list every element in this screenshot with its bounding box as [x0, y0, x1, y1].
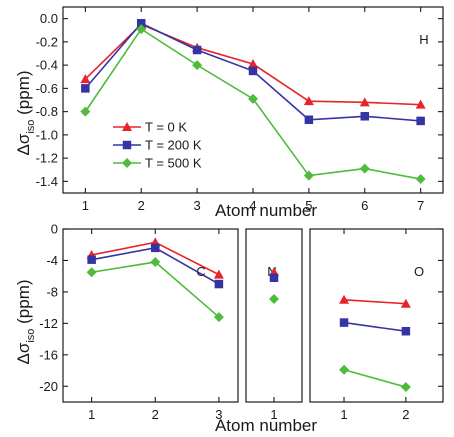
panel-n: 1N: [245, 228, 303, 422]
y-tick-label: -1.2: [36, 151, 58, 166]
y-tick-label: -0.8: [36, 104, 58, 119]
x-tick-label: 7: [417, 198, 424, 213]
series-line: [343, 321, 406, 333]
plot-frame: [245, 228, 303, 403]
plot-frame: [62, 228, 239, 403]
y-tick-label: -20: [39, 379, 58, 394]
legend-marker-triangle: [122, 122, 132, 131]
data-point-square: [339, 318, 349, 327]
data-point-square: [81, 84, 90, 93]
series-line: [84, 27, 421, 180]
plot-frame: [309, 228, 444, 403]
data-point-triangle: [339, 294, 350, 304]
data-point-square: [136, 19, 146, 28]
data-point-diamond: [150, 257, 161, 268]
data-point-square: [269, 273, 279, 283]
y-tick-label: -1.0: [36, 127, 58, 142]
data-point-diamond: [213, 312, 224, 323]
data-point-square: [214, 279, 224, 289]
y-tick-label: -12: [39, 316, 58, 331]
x-tick-label: 3: [194, 198, 201, 213]
series-line: [343, 368, 407, 388]
y-tick-label: -0.2: [36, 34, 58, 49]
data-point-diamond: [303, 170, 314, 181]
x-tick-label: 1: [340, 407, 347, 422]
data-point-square: [151, 243, 160, 253]
data-point-square: [87, 255, 96, 264]
bottom-y-axis-label-unit: (ppm): [14, 279, 33, 328]
data-point-square: [416, 116, 425, 126]
legend-label: T = 0 K: [145, 120, 187, 135]
x-tick-label: 2: [402, 407, 409, 422]
data-point-diamond: [136, 24, 147, 35]
data-point-triangle: [248, 58, 258, 68]
data-point-triangle: [213, 269, 224, 279]
top-y-axis-label: Δσiso (ppm): [14, 70, 37, 155]
y-tick-label: 0.0: [40, 11, 58, 26]
data-point-diamond: [359, 163, 370, 174]
y-tick-label: -16: [39, 347, 58, 362]
panel-label: H: [419, 32, 428, 47]
panel-c: 1 2 3 0 -4 -8 -12 -16 -20 C: [39, 222, 239, 422]
y-tick-label: -8: [46, 284, 58, 299]
data-point-square: [401, 326, 411, 336]
data-point-diamond: [269, 293, 279, 304]
panel-label: C: [196, 264, 205, 279]
data-point-triangle: [415, 99, 426, 109]
y-tick-label: -0.6: [36, 81, 58, 96]
y-tick-label: -0.4: [36, 58, 58, 73]
legend-label: T = 500 K: [145, 156, 202, 171]
top-y-axis-label-main: Δσ: [14, 133, 33, 155]
data-point-triangle: [80, 74, 91, 84]
data-point-diamond: [248, 93, 258, 104]
x-tick-label: 1: [82, 198, 89, 213]
data-point-triangle: [400, 298, 411, 308]
data-point-square: [304, 115, 314, 125]
series-line: [343, 298, 406, 305]
bottom-y-axis-label: Δσiso (ppm): [14, 279, 37, 364]
top-y-axis-label-sub: iso: [25, 120, 37, 134]
y-tick-label: -1.4: [36, 174, 58, 189]
x-tick-label: 1: [270, 407, 277, 422]
bottom-x-axis-label: Atom number: [215, 416, 317, 435]
panel-o: 1 2 O: [309, 228, 444, 422]
x-tick-label: 4: [249, 198, 256, 213]
legend-marker-diamond: [122, 158, 132, 168]
panel-h: 1 2 3 4 5 6 7 0.0 -0.2 -0.4 -0.6 -0.8 -1.0 -1.2 -1.4 H: [36, 6, 444, 213]
legend: T = 0 K T = 200 K T = 500 K: [113, 120, 202, 171]
data-point-diamond: [415, 174, 426, 185]
data-point-triangle: [359, 97, 370, 107]
top-y-axis-label-unit: (ppm): [14, 70, 33, 119]
data-point-square: [192, 45, 202, 55]
data-point-diamond: [400, 382, 411, 393]
data-point-diamond: [80, 106, 91, 117]
data-point-diamond: [192, 60, 203, 71]
x-tick-label: 6: [361, 198, 368, 213]
legend-label: T = 200 K: [145, 138, 202, 153]
x-tick-label: 2: [138, 198, 145, 213]
x-tick-label: 1: [88, 407, 95, 422]
x-tick-label: 3: [215, 407, 222, 422]
panel-label: O: [414, 264, 424, 279]
legend-marker-square: [122, 140, 132, 150]
bottom-y-axis-label-sub: iso: [25, 329, 37, 343]
x-tick-label: 5: [305, 198, 312, 213]
data-point-square: [248, 66, 258, 76]
data-point-square: [360, 112, 370, 121]
data-point-triangle: [303, 96, 314, 106]
bottom-y-axis-label-main: Δσ: [14, 342, 33, 364]
y-tick-label: -4: [46, 253, 58, 268]
data-point-diamond: [339, 364, 350, 375]
y-tick-label: 0: [51, 222, 58, 237]
top-x-axis-label: Atom number: [215, 201, 317, 220]
x-tick-label: 2: [152, 407, 159, 422]
data-point-diamond: [86, 267, 97, 278]
